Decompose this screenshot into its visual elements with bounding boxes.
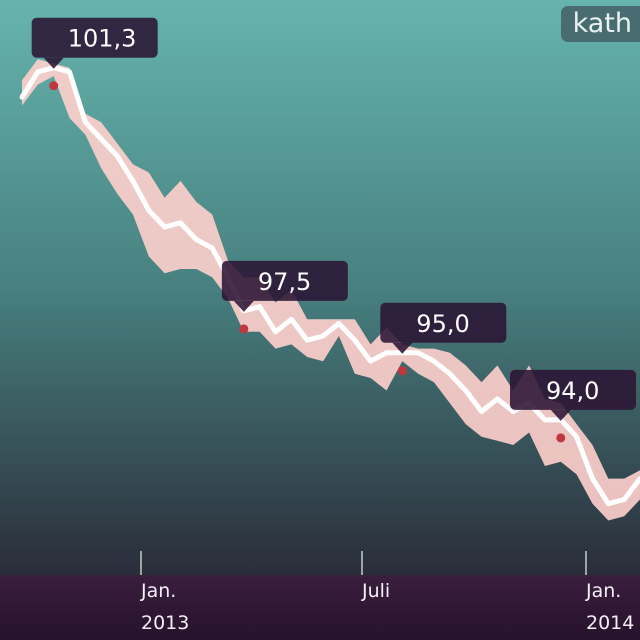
data-point bbox=[556, 433, 565, 442]
data-point bbox=[239, 324, 248, 333]
brand-badge: kath bbox=[561, 6, 640, 42]
data-point bbox=[398, 366, 407, 375]
x-axis-strip bbox=[0, 575, 640, 640]
x-tick-year-label: 2014 bbox=[586, 612, 634, 634]
data-point bbox=[49, 81, 58, 90]
x-tick-label: Jan. bbox=[140, 580, 176, 602]
x-tick-label: Juli bbox=[361, 580, 390, 602]
x-tick-label: Jan. bbox=[585, 580, 621, 602]
callout-label: 97,5 bbox=[258, 268, 311, 296]
x-tick-year-label: 2013 bbox=[141, 612, 189, 634]
callout-label: 95,0 bbox=[416, 310, 469, 338]
callout-label: 101,3 bbox=[68, 25, 137, 53]
callout-label: 94,0 bbox=[546, 377, 599, 405]
